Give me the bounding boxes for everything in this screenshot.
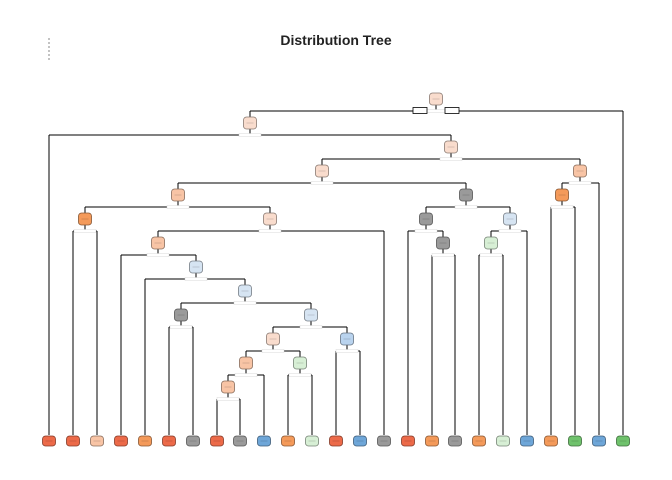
- split-node: [444, 140, 458, 154]
- split-label: [258, 229, 282, 233]
- split-label: [299, 325, 323, 329]
- leaf-node: [210, 435, 224, 447]
- leaf-node: [472, 435, 486, 447]
- leaf-node: [233, 435, 247, 447]
- leaf-node: [401, 435, 415, 447]
- split-label: [335, 349, 359, 353]
- split-node: [151, 236, 165, 250]
- leaf-node: [377, 435, 391, 447]
- split-node: [503, 212, 517, 226]
- split-label: [146, 253, 170, 257]
- split-node: [78, 212, 92, 226]
- leaf-node: [90, 435, 104, 447]
- split-label: [234, 373, 258, 377]
- split-label: [166, 205, 190, 209]
- split-node: [419, 212, 433, 226]
- split-label: [184, 277, 208, 281]
- split-node: [315, 164, 329, 178]
- split-node: [429, 92, 443, 106]
- split-node: [266, 332, 280, 346]
- split-label: [431, 253, 455, 257]
- leaf-node: [186, 435, 200, 447]
- leaf-node: [162, 435, 176, 447]
- split-label: [454, 205, 478, 209]
- split-node: [573, 164, 587, 178]
- split-node: [304, 308, 318, 322]
- split-label: [310, 181, 334, 185]
- split-node: [243, 116, 257, 130]
- tree-nodes: [42, 92, 630, 447]
- leaf-node: [592, 435, 606, 447]
- split-node: [555, 188, 569, 202]
- split-node: [174, 308, 188, 322]
- leaf-node: [138, 435, 152, 447]
- leaf-node: [520, 435, 534, 447]
- leaf-node: [353, 435, 367, 447]
- root-split-right-label: [444, 107, 460, 114]
- diagram-title: Distribution Tree: [280, 32, 392, 48]
- leaf-node: [257, 435, 271, 447]
- leaf-node: [448, 435, 462, 447]
- leaf-node: [496, 435, 510, 447]
- split-node: [484, 236, 498, 250]
- leaf-node: [329, 435, 343, 447]
- leaf-node: [425, 435, 439, 447]
- leaf-node: [42, 435, 56, 447]
- split-label: [479, 253, 503, 257]
- split-label: [261, 349, 285, 353]
- leaf-node: [66, 435, 80, 447]
- split-label: [424, 109, 448, 113]
- split-label: [498, 229, 522, 233]
- split-label: [439, 157, 463, 161]
- leaf-node: [568, 435, 582, 447]
- split-node: [171, 188, 185, 202]
- split-label: [288, 373, 312, 377]
- leaf-node: [281, 435, 295, 447]
- split-label: [238, 133, 262, 137]
- split-node: [221, 380, 235, 394]
- split-label: [169, 325, 193, 329]
- leaf-node: [616, 435, 630, 447]
- leaf-node: [305, 435, 319, 447]
- split-node: [239, 356, 253, 370]
- vertical-dots-icon: [46, 38, 52, 60]
- tree-edges: [48, 105, 624, 435]
- split-node: [238, 284, 252, 298]
- split-label: [550, 205, 574, 209]
- split-node: [263, 212, 277, 226]
- split-label: [73, 229, 97, 233]
- split-node: [293, 356, 307, 370]
- split-node: [189, 260, 203, 274]
- split-node: [340, 332, 354, 346]
- root-split-left-label: [412, 107, 428, 114]
- split-node: [436, 236, 450, 250]
- split-label: [216, 397, 240, 401]
- split-label: [568, 181, 592, 185]
- leaf-node: [114, 435, 128, 447]
- split-node: [459, 188, 473, 202]
- split-label: [414, 229, 438, 233]
- split-label: [233, 301, 257, 305]
- leaf-node: [544, 435, 558, 447]
